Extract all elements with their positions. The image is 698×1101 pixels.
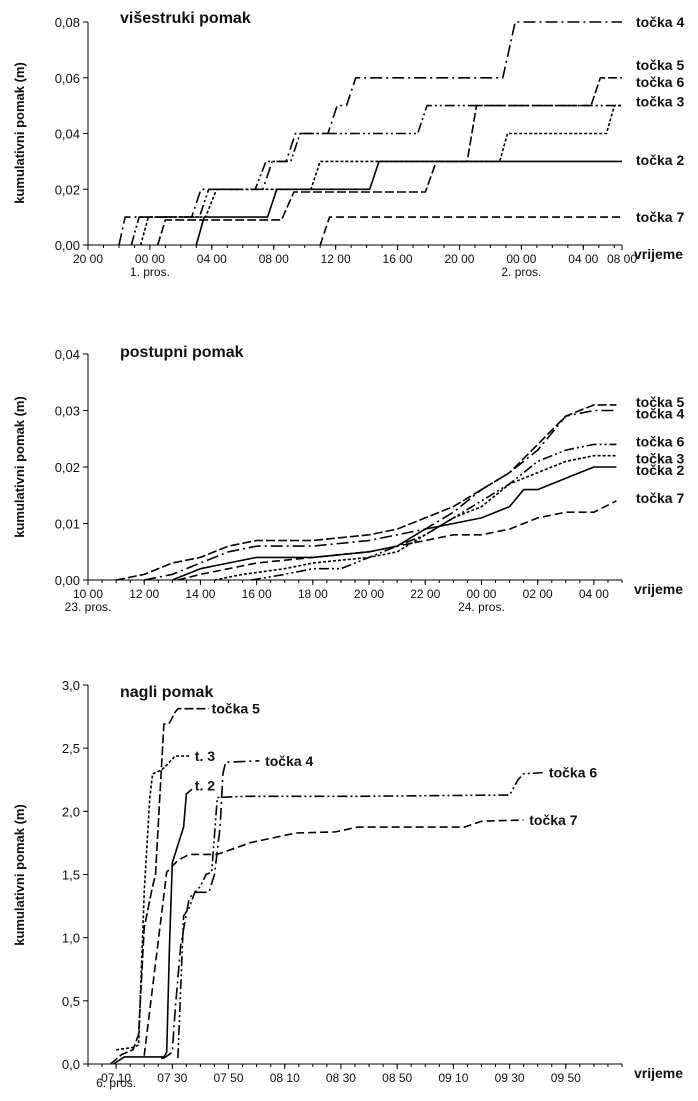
x-tick-label: 00 00 — [135, 252, 165, 266]
y-tick-label: 2,0 — [62, 804, 80, 819]
series-label: točka 4 — [636, 405, 684, 421]
x-tick-label: 04 00 — [579, 587, 609, 601]
x-tick-label: 12 00 — [129, 587, 159, 601]
x-tick-label: 08 10 — [270, 1071, 300, 1085]
x-tick-label: 14 00 — [185, 587, 215, 601]
series-line — [118, 21, 622, 246]
chart-title: višestruki pomak — [120, 10, 251, 27]
series-label: t. 2 — [195, 778, 215, 794]
series-line — [112, 788, 193, 1065]
series-label: točka 6 — [636, 434, 684, 450]
x-tick-label: 16 00 — [383, 252, 413, 266]
x-tick-label: 09 30 — [495, 1071, 525, 1085]
series-line — [214, 454, 617, 581]
series-line — [195, 160, 622, 246]
series-label: točka 5 — [636, 57, 684, 73]
y-tick-label: 0,06 — [55, 71, 80, 86]
x-axis-title: vrijeme — [634, 581, 683, 597]
x-tick-label: 04 00 — [197, 252, 227, 266]
series-label: točka 6 — [549, 765, 597, 781]
x-tick-label: 22 00 — [410, 587, 440, 601]
x-tick-label: 08 30 — [326, 1071, 356, 1085]
series-line — [115, 404, 617, 581]
series-label: točka 3 — [636, 93, 684, 109]
x-tick-label: 00 00 — [466, 587, 496, 601]
x-tick-label: 10 00 — [73, 587, 103, 601]
series-label: točka 3 — [636, 451, 684, 467]
y-axis-title: kumulativni pomak (m) — [12, 804, 27, 946]
series-line — [177, 771, 544, 1059]
y-tick-label: 0,02 — [55, 460, 80, 475]
y-tick-label: 1,0 — [62, 931, 80, 946]
series-line — [143, 819, 524, 1056]
series-label: točka 4 — [636, 14, 684, 30]
y-tick-label: 0,04 — [55, 127, 80, 142]
date-label: 1. pros. — [130, 265, 170, 279]
series-label: točka 5 — [212, 701, 260, 717]
x-tick-label: 04 00 — [568, 252, 598, 266]
x-tick-label: 20 00 — [444, 252, 474, 266]
date-label: 6. pros. — [96, 1076, 136, 1090]
x-tick-label: 20 00 — [73, 252, 103, 266]
x-tick-label: 12 00 — [321, 252, 351, 266]
y-tick-label: 0,03 — [55, 404, 80, 419]
series-label: točka 2 — [636, 152, 684, 168]
y-tick-label: 0,04 — [55, 347, 80, 362]
series-line — [177, 500, 617, 581]
x-tick-label: 00 00 — [506, 252, 536, 266]
x-axis-title: vrijeme — [634, 246, 683, 262]
chart-title: nagli pomak — [120, 684, 213, 701]
y-tick-label: 2,5 — [62, 741, 80, 756]
y-tick-label: 0,0 — [62, 1057, 80, 1072]
x-tick-label: 07 30 — [157, 1071, 187, 1085]
y-tick-label: 1,5 — [62, 868, 80, 883]
x-tick-label: 08 50 — [382, 1071, 412, 1085]
series-label: točka 4 — [265, 753, 313, 769]
x-tick-label: 07 10 — [101, 1071, 131, 1085]
y-tick-label: 0,5 — [62, 994, 80, 1009]
series-line — [144, 409, 617, 581]
series-label: točka 6 — [636, 74, 684, 90]
series-line — [161, 760, 260, 1059]
y-tick-label: 0,00 — [55, 238, 80, 253]
series-line — [172, 466, 617, 581]
series-label: t. 3 — [195, 748, 215, 764]
x-tick-label: 07 50 — [214, 1071, 244, 1085]
series-label: točka 7 — [636, 209, 684, 225]
date-label: 2. pros. — [501, 265, 541, 279]
x-tick-label: 08 00 — [259, 252, 289, 266]
chart-panel-2: 0,00 0,01 0,02 0,03 0,04 10 00 12 00 14 00 16 00… — [12, 344, 684, 614]
x-tick-label: 20 00 — [354, 587, 384, 601]
series-line — [250, 443, 617, 581]
y-tick-label: 0,08 — [55, 15, 80, 30]
y-tick-label: 0,00 — [55, 573, 80, 588]
chart-panel-1: 0,00 0,02 0,04 0,06 0,08 20 00 00 00 04 00 08 00… — [12, 10, 684, 279]
y-axis-title: kumulativni pomak (m) — [12, 62, 27, 204]
x-axis-title: vrijeme — [634, 1065, 683, 1081]
series-line — [109, 707, 209, 1065]
series-line — [130, 104, 622, 246]
series-label: točka 5 — [636, 394, 684, 410]
date-label: 24. pros. — [458, 600, 505, 614]
series-line — [319, 216, 622, 246]
y-tick-label: 0,01 — [55, 517, 80, 532]
x-tick-label: 08 00 — [607, 252, 637, 266]
x-tick-label: 16 00 — [242, 587, 272, 601]
series-label: točka 7 — [636, 490, 684, 506]
x-tick-label: 02 00 — [523, 587, 553, 601]
date-label: 23. pros. — [65, 600, 112, 614]
y-axis-title: kumulativni pomak (m) — [12, 396, 27, 538]
series-label: točka 2 — [636, 462, 684, 478]
x-tick-label: 09 10 — [438, 1071, 468, 1085]
y-tick-label: 3,0 — [62, 678, 80, 693]
chart-panel-3: 0,0 0,5 1,0 1,5 2,0 2,5 3,0 07 10 07 30 07 50 08 1… — [12, 678, 683, 1090]
chart-title: postupni pomak — [120, 344, 244, 361]
series-label: točka 7 — [529, 812, 577, 828]
series-line — [115, 755, 190, 1051]
y-tick-label: 0,02 — [55, 182, 80, 197]
x-tick-label: 18 00 — [298, 587, 328, 601]
x-tick-label: 09 50 — [551, 1071, 581, 1085]
series-line — [139, 104, 622, 246]
